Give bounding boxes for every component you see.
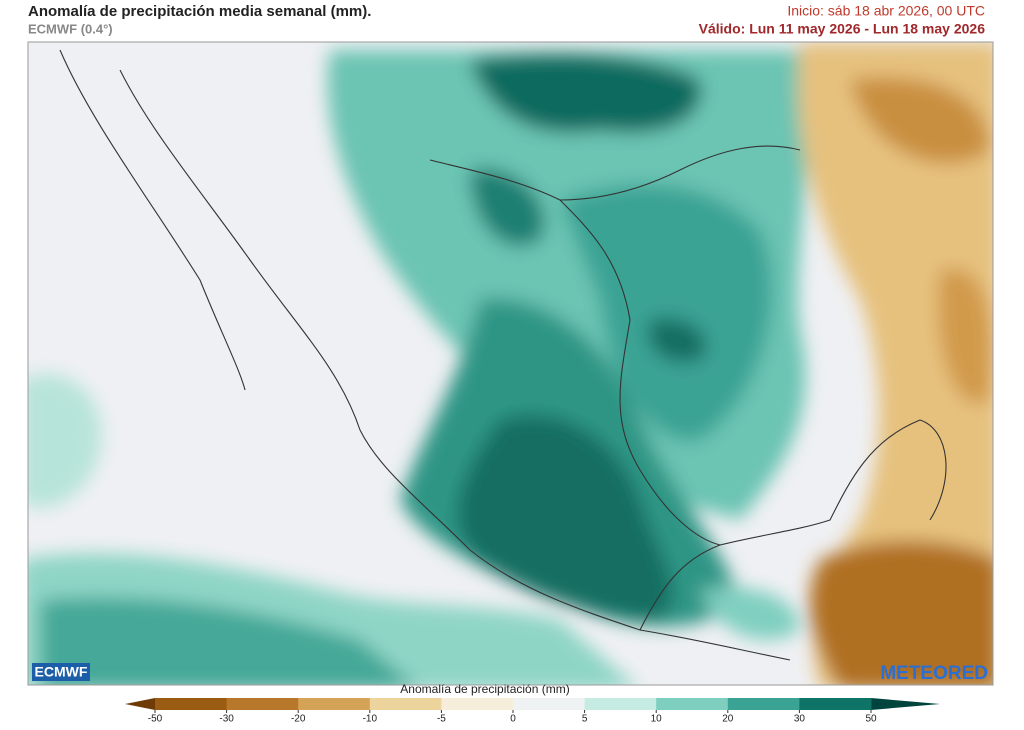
colorbar-segment <box>513 698 586 710</box>
valid-time: Válido: Lun 11 may 2026 - Lun 18 may 202… <box>699 21 986 37</box>
init-time: Inicio: sáb 18 abr 2026, 00 UTC <box>787 3 985 19</box>
colorbar-segment <box>727 698 800 710</box>
colorbar-tick-label: 30 <box>794 714 806 725</box>
legend-label: Anomalía de precipitación (mm) <box>400 682 569 696</box>
model: ECMWF (0.4°) <box>28 21 113 36</box>
colorbar-segment <box>369 698 442 710</box>
colorbar-segment <box>226 698 299 710</box>
colorbar-tick-label: 5 <box>582 714 588 725</box>
colorbar-high <box>871 698 940 710</box>
colorbar-tick-label: 10 <box>651 714 663 725</box>
colorbar-segment <box>298 698 371 710</box>
colorbar-segment <box>584 698 657 710</box>
colorbar-tick-label: -20 <box>291 714 306 725</box>
map-frame <box>27 41 994 686</box>
ecmwf-logo: ECMWF <box>35 664 88 680</box>
ecmwf-logo-bg <box>32 663 90 681</box>
colorbar-tick-label: -5 <box>437 714 446 725</box>
colorbar-tick-label: -50 <box>148 714 163 725</box>
colorbar: -50 -30 -20 -10 -5 0 5 10 20 30 50 <box>125 698 940 725</box>
colorbar-tick-label: -30 <box>219 714 234 725</box>
colorbar-tick-label: 0 <box>510 714 516 725</box>
colorbar-tick-label: -10 <box>363 714 378 725</box>
map <box>28 42 993 685</box>
colorbar-segment <box>155 698 228 710</box>
colorbar-segment <box>799 698 872 710</box>
title: Anomalía de precipitación media semanal … <box>28 3 371 20</box>
colorbar-tick-label: 20 <box>722 714 734 725</box>
meteored-logo: METEORED <box>880 663 988 684</box>
colorbar-tick-label: 50 <box>865 714 877 725</box>
colorbar-segment <box>656 698 729 710</box>
colorbar-segment <box>441 698 514 710</box>
colorbar-low <box>125 698 155 710</box>
